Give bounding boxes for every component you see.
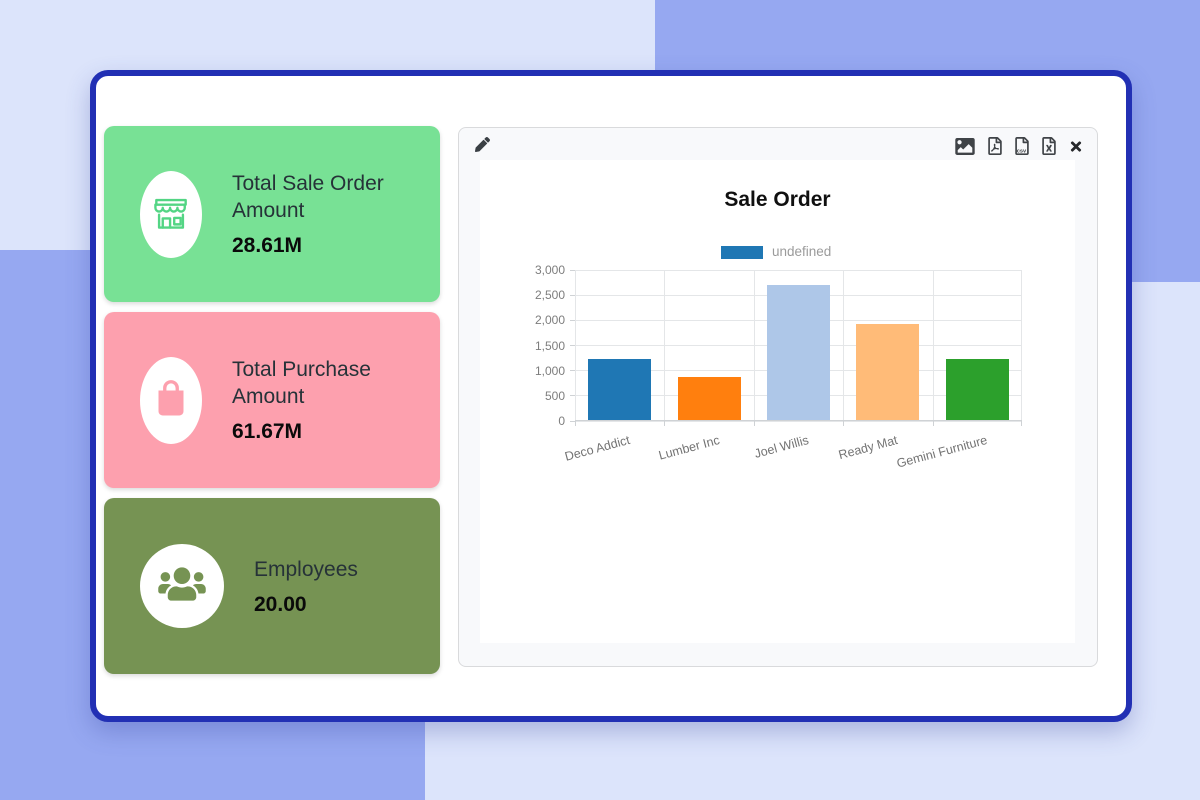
y-tick-label: 1,500 xyxy=(534,338,565,353)
gridline xyxy=(575,269,1022,271)
chart-legend: undefined xyxy=(480,244,1075,260)
pencil-icon[interactable] xyxy=(475,137,490,152)
x-tick xyxy=(1021,421,1022,426)
y-tick-label: 2,500 xyxy=(534,288,565,303)
legend-swatch[interactable] xyxy=(721,246,763,259)
y-tick-label: 3,000 xyxy=(534,263,565,277)
export-image-icon[interactable] xyxy=(955,137,975,155)
gridline xyxy=(575,420,1022,422)
gridline xyxy=(575,270,576,421)
x-tick-label: Lumber Inc xyxy=(656,433,721,463)
svg-text:csv: csv xyxy=(1017,148,1027,154)
kpi-title: Total Purchase Amount xyxy=(232,358,371,408)
x-tick-label: Gemini Furniture xyxy=(895,433,989,471)
bar-joel-willis[interactable] xyxy=(767,284,830,420)
kpi-icon-background xyxy=(140,356,202,444)
export-button-group: csv xyxy=(955,137,1083,155)
kpi-card-employees[interactable]: Employees 20.00 xyxy=(104,498,440,674)
bar-deco-addict[interactable] xyxy=(588,359,652,420)
x-tick-label: Joel Willis xyxy=(752,433,811,461)
shopping-bag-icon xyxy=(151,376,191,425)
legend-label[interactable]: undefined xyxy=(772,244,832,259)
bar-lumber-inc[interactable] xyxy=(677,377,741,420)
kpi-icon-background xyxy=(140,544,224,628)
x-tick xyxy=(753,421,755,426)
kpi-card-total-sale-order[interactable]: Total Sale Order Amount 28.61M xyxy=(104,126,440,302)
kpi-title: Employees xyxy=(254,557,358,581)
kpi-column: Total Sale Order Amount 28.61M Total Pur… xyxy=(104,126,440,684)
export-pdf-icon[interactable] xyxy=(988,137,1002,155)
y-tick xyxy=(570,294,575,296)
x-tick xyxy=(843,421,845,426)
kpi-icon-background xyxy=(140,170,202,258)
y-tick-label: 0 xyxy=(558,414,565,428)
plot-area: 0 500 1,000 1,500 2,000 2,500 3,000 Deco Addict… xyxy=(535,263,1022,471)
chart-widget-toolbar: csv xyxy=(459,128,1097,162)
x-tick xyxy=(664,421,666,426)
gridline xyxy=(1021,270,1022,421)
export-csv-icon[interactable]: csv xyxy=(1015,137,1029,155)
y-tick-label: 500 xyxy=(544,388,565,403)
gridline xyxy=(843,270,845,421)
y-tick xyxy=(570,345,575,346)
employees-icon xyxy=(158,565,206,608)
kpi-value: 28.61M xyxy=(232,234,303,257)
kpi-card-total-purchase[interactable]: Total Purchase Amount 61.67M xyxy=(104,312,440,488)
x-tick xyxy=(932,421,934,426)
y-tick xyxy=(570,370,575,372)
gridline xyxy=(664,270,666,421)
storefront-icon xyxy=(148,190,194,239)
y-tick xyxy=(570,420,575,422)
chart-canvas: Sale Order undefined 0 500 1,000 1,500 2,000… xyxy=(480,160,1075,643)
dashboard-card: Total Sale Order Amount 28.61M Total Pur… xyxy=(90,70,1132,722)
export-xls-icon[interactable] xyxy=(1042,137,1056,155)
gridline xyxy=(753,270,755,421)
bar-gemini-furniture[interactable] xyxy=(945,359,1009,420)
kpi-value: 20.00 xyxy=(254,592,307,616)
x-tick-label: Deco Addict xyxy=(563,433,632,464)
x-axis-line xyxy=(575,420,1022,421)
chart-title: Sale Order xyxy=(724,188,831,211)
bar-ready-mat[interactable] xyxy=(856,323,920,420)
y-tick-label: 2,000 xyxy=(534,313,565,328)
kpi-title: Total Sale Order Amount xyxy=(232,172,384,222)
y-tick xyxy=(570,395,575,397)
x-tick-label: Ready Mat xyxy=(837,433,900,463)
kpi-value: 61.67M xyxy=(232,420,303,443)
y-tick xyxy=(570,269,575,271)
gridline xyxy=(932,270,934,421)
y-tick xyxy=(570,319,575,321)
y-tick-label: 1,000 xyxy=(534,363,565,378)
close-icon[interactable] xyxy=(1069,139,1083,154)
chart-widget-panel: csv Sale Order undefined xyxy=(458,127,1098,667)
x-tick xyxy=(575,421,576,426)
